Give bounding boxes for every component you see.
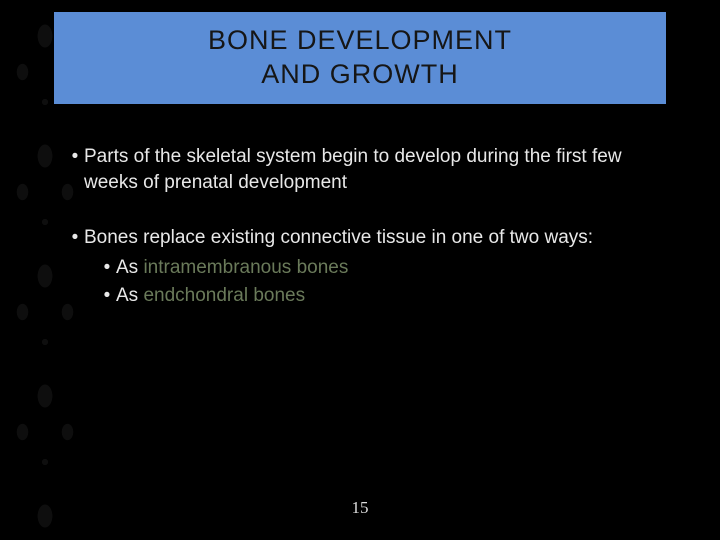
bullet-item: • Parts of the skeletal system begin to …: [66, 144, 646, 195]
bullet-item: • Bones replace existing connective tiss…: [66, 225, 646, 251]
bullet-marker: •: [98, 283, 116, 309]
bullet-text: Parts of the skeletal system begin to de…: [84, 144, 646, 195]
sub-bullet-prefix: As: [116, 285, 143, 306]
title-line-1: BONE DEVELOPMENT: [208, 24, 512, 58]
sub-bullet-item: • As intramembranous bones: [98, 255, 646, 281]
bullet-marker: •: [66, 225, 84, 251]
page-number: 15: [0, 498, 720, 518]
sub-bullet-list: • As intramembranous bones • As endchond…: [98, 255, 646, 308]
bullet-marker: •: [66, 144, 84, 195]
sub-bullet-text: As intramembranous bones: [116, 255, 646, 281]
sub-bullet-prefix: As: [116, 257, 143, 278]
sub-bullet-term: intramembranous bones: [143, 257, 348, 278]
bullet-text: Bones replace existing connective tissue…: [84, 225, 646, 251]
title-line-2: AND GROWTH: [261, 58, 458, 92]
bullet-marker: •: [98, 255, 116, 281]
title-bar: BONE DEVELOPMENT AND GROWTH: [54, 12, 666, 104]
sub-bullet-item: • As endchondral bones: [98, 283, 646, 309]
sub-bullet-term: endchondral bones: [143, 285, 305, 306]
sub-bullet-text: As endchondral bones: [116, 283, 646, 309]
content-area: • Parts of the skeletal system begin to …: [66, 144, 646, 310]
